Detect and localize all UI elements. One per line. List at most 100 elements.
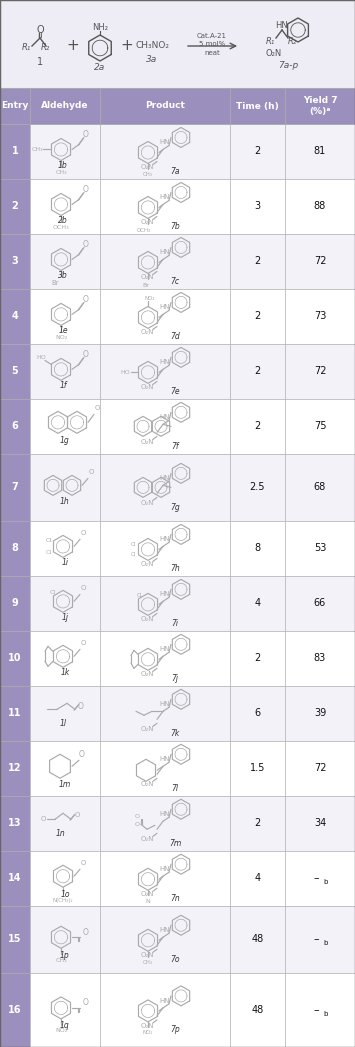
Text: O: O: [135, 822, 140, 827]
Text: 3: 3: [12, 257, 18, 266]
Text: OCH₃: OCH₃: [137, 228, 151, 233]
Text: 14: 14: [8, 873, 22, 884]
FancyBboxPatch shape: [285, 796, 355, 851]
FancyBboxPatch shape: [285, 88, 355, 124]
Text: 7p: 7p: [170, 1025, 180, 1034]
Text: Cat.A-21: Cat.A-21: [197, 34, 227, 39]
FancyBboxPatch shape: [100, 906, 230, 973]
Text: Cl: Cl: [50, 589, 56, 595]
Text: HN: HN: [275, 22, 288, 30]
FancyBboxPatch shape: [285, 124, 355, 179]
Text: 7l: 7l: [171, 784, 179, 793]
Text: O₂N: O₂N: [140, 274, 154, 281]
FancyBboxPatch shape: [100, 796, 230, 851]
Text: 3a: 3a: [146, 55, 158, 65]
Text: 2: 2: [12, 201, 18, 211]
Text: 4: 4: [12, 311, 18, 321]
Text: 7i: 7i: [171, 619, 179, 628]
Text: 1k: 1k: [60, 668, 70, 676]
Text: 53: 53: [314, 543, 326, 554]
FancyBboxPatch shape: [100, 343, 230, 399]
FancyBboxPatch shape: [0, 796, 30, 851]
FancyBboxPatch shape: [0, 453, 30, 521]
FancyBboxPatch shape: [100, 686, 230, 741]
Text: O₂N: O₂N: [140, 727, 154, 732]
Text: 1g: 1g: [60, 436, 70, 445]
FancyBboxPatch shape: [30, 343, 100, 399]
Text: O: O: [80, 531, 86, 536]
Text: Product: Product: [145, 102, 185, 111]
Text: HN: HN: [160, 415, 170, 420]
FancyBboxPatch shape: [0, 233, 30, 289]
FancyBboxPatch shape: [0, 179, 30, 233]
Text: Cl: Cl: [46, 550, 52, 555]
FancyBboxPatch shape: [230, 796, 285, 851]
Text: 2: 2: [255, 819, 261, 828]
Text: O: O: [83, 130, 89, 139]
Text: 16: 16: [8, 1005, 22, 1015]
FancyBboxPatch shape: [230, 233, 285, 289]
Text: 8: 8: [255, 543, 261, 554]
FancyBboxPatch shape: [230, 453, 285, 521]
FancyBboxPatch shape: [230, 631, 285, 686]
Text: 7a-p: 7a-p: [278, 62, 298, 70]
Text: 1f: 1f: [59, 381, 67, 389]
Text: HN: HN: [160, 998, 170, 1004]
Text: HN: HN: [160, 592, 170, 598]
FancyBboxPatch shape: [0, 631, 30, 686]
FancyBboxPatch shape: [100, 124, 230, 179]
Text: 75: 75: [314, 421, 326, 431]
Text: neat: neat: [204, 50, 220, 55]
Text: O₂N: O₂N: [140, 837, 154, 842]
Text: O: O: [79, 750, 85, 759]
Text: 7c: 7c: [170, 277, 180, 286]
FancyBboxPatch shape: [285, 741, 355, 796]
FancyBboxPatch shape: [0, 124, 30, 179]
Text: 7n: 7n: [170, 894, 180, 903]
Text: 4: 4: [255, 599, 261, 608]
Text: 2: 2: [255, 257, 261, 266]
FancyBboxPatch shape: [285, 521, 355, 576]
Text: 9: 9: [12, 599, 18, 608]
FancyBboxPatch shape: [230, 343, 285, 399]
Text: Cl: Cl: [130, 552, 136, 557]
Text: –: –: [313, 1005, 319, 1015]
Text: R₁: R₁: [266, 38, 275, 46]
Text: HN: HN: [160, 359, 170, 365]
Text: HN: HN: [160, 305, 170, 310]
FancyBboxPatch shape: [285, 233, 355, 289]
FancyBboxPatch shape: [100, 973, 230, 1047]
FancyBboxPatch shape: [230, 179, 285, 233]
FancyBboxPatch shape: [0, 851, 30, 906]
Text: –: –: [313, 873, 319, 884]
FancyBboxPatch shape: [285, 576, 355, 631]
Text: HN: HN: [160, 536, 170, 542]
Text: O: O: [36, 25, 44, 35]
FancyBboxPatch shape: [30, 88, 100, 124]
FancyBboxPatch shape: [285, 631, 355, 686]
Text: CH₃: CH₃: [31, 147, 43, 152]
Text: 7h: 7h: [170, 564, 180, 573]
FancyBboxPatch shape: [0, 576, 30, 631]
FancyBboxPatch shape: [100, 576, 230, 631]
Text: 6: 6: [255, 709, 261, 718]
FancyBboxPatch shape: [30, 453, 100, 521]
FancyBboxPatch shape: [100, 453, 230, 521]
FancyBboxPatch shape: [30, 851, 100, 906]
Text: O₂N: O₂N: [140, 671, 154, 677]
FancyBboxPatch shape: [30, 233, 100, 289]
Text: 11: 11: [8, 709, 22, 718]
Text: 5: 5: [12, 366, 18, 376]
FancyBboxPatch shape: [230, 88, 285, 124]
Text: 2: 2: [255, 311, 261, 321]
FancyBboxPatch shape: [30, 973, 100, 1047]
Text: Br: Br: [143, 283, 149, 288]
Text: O₂N: O₂N: [140, 781, 154, 787]
Text: Yield 7
(%)ᵃ: Yield 7 (%)ᵃ: [303, 96, 337, 116]
Text: 72: 72: [314, 366, 326, 376]
Text: 1l: 1l: [60, 719, 66, 728]
FancyBboxPatch shape: [100, 88, 230, 124]
Text: 3: 3: [255, 201, 261, 211]
Text: 2: 2: [255, 421, 261, 431]
Text: HN: HN: [160, 811, 170, 818]
